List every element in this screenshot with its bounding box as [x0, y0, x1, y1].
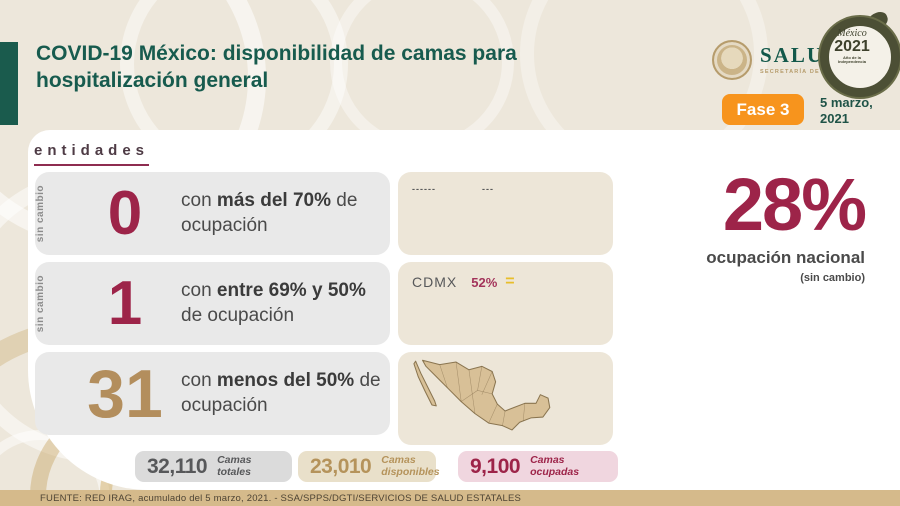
entity-occupancy-percent: 52%: [471, 274, 498, 290]
mexico-subtitle: Año de la Independencia: [837, 54, 866, 65]
available-beds-label: Camas disponibles: [381, 453, 440, 478]
description-bold: menos del 50%: [216, 369, 355, 391]
card-description: con más del 70% de ocupación: [181, 189, 386, 238]
national-occupancy-change: (sin cambio): [800, 272, 865, 284]
no-change-icon: =: [505, 273, 515, 290]
card-description: con menos del 50% de ocupación: [181, 369, 386, 418]
salud-logo-text: SALUD: [760, 43, 842, 67]
salud-logo-subtitle: SECRETARÍA DE SALUD: [760, 69, 848, 75]
description-post: de ocupación: [181, 369, 381, 416]
report-date-line1: 5 marzo,: [820, 95, 873, 110]
mexico-year: 2021: [834, 38, 870, 55]
detail-panel-cdmx: CDMX 52% =: [398, 262, 613, 345]
salud-wordmark: SALUD SECRETARÍA DE SALUD: [760, 43, 848, 76]
source-text: FUENTE: RED IRAG, acumulado del 5 marzo,…: [40, 492, 522, 504]
description-pre: con: [181, 189, 217, 211]
mexico-script: México: [837, 28, 867, 39]
national-occupancy: 28% ocupación nacional (sin cambio): [700, 163, 867, 285]
description-bold: entre 69% y 50%: [216, 279, 366, 301]
placeholder-dashes: ---: [481, 184, 494, 194]
change-indicator: sin cambio: [35, 274, 46, 333]
entity-count: 1: [107, 268, 143, 338]
report-date-line2: 2021: [820, 110, 849, 126]
description-post: de ocupación: [181, 189, 358, 236]
description-pre: con: [181, 369, 217, 391]
entity-count: 31: [87, 355, 163, 432]
card-description: con entre 69% y 50% de ocupación: [181, 279, 386, 328]
section-label-entidades: entidades: [34, 142, 150, 166]
stat-card-over-70: sin cambio 0 con más del 70% de ocupació…: [35, 172, 390, 255]
cdmx-entry: CDMX 52% =: [412, 273, 515, 291]
total-beds-pill: 32,110 Camas totales: [135, 451, 292, 482]
change-indicator: sin cambio: [35, 184, 46, 243]
detail-panel-empty: ------ ---: [398, 172, 613, 255]
description-bold: más del 70%: [216, 189, 331, 211]
placeholder-dashes: ------: [412, 184, 436, 194]
title-accent-bar: [0, 42, 18, 125]
description-pre: con: [181, 279, 217, 301]
national-occupancy-label: ocupación nacional: [706, 248, 865, 267]
occupied-beds-pill: 9,100 Camas ocupadas: [458, 451, 618, 482]
salud-seal-icon: [712, 40, 752, 80]
total-beds-label: Camas totales: [217, 453, 252, 478]
national-occupancy-value: 28%: [722, 163, 867, 246]
mexico-2021-text: México 2021 Año de la Independencia: [829, 29, 875, 65]
stat-card-69-50: sin cambio 1 con entre 69% y 50% de ocup…: [35, 262, 390, 345]
serpent-ring-icon: [820, 17, 900, 97]
mexico-2021-logo: México 2021 Año de la Independencia: [818, 9, 900, 97]
available-beds-pill: 23,010 Camas disponibles: [298, 451, 440, 482]
page-title: COVID-19 México: disponibilidad de camas…: [36, 42, 517, 93]
mexico-map-svg: [413, 359, 551, 431]
stat-card-under-50: 31 con menos del 50% de ocupación: [35, 352, 390, 435]
occupied-beds-label: Camas ocupadas: [530, 453, 580, 478]
phase-badge: Fase 3: [722, 94, 804, 125]
description-post: de ocupación: [181, 304, 295, 326]
empty-placeholder: ------ ---: [412, 184, 494, 194]
mexico-map: [404, 356, 564, 447]
entity-name: CDMX: [412, 274, 458, 290]
footer-bar: FUENTE: RED IRAG, acumulado del 5 marzo,…: [0, 490, 900, 506]
total-beds-value: 32,110: [147, 454, 208, 478]
available-beds-value: 23,010: [310, 454, 372, 478]
entity-count: 0: [107, 178, 143, 248]
report-date: 5 marzo, 2021: [820, 95, 873, 126]
salud-logo: SALUD SECRETARÍA DE SALUD: [712, 40, 848, 80]
occupied-beds-value: 9,100: [470, 454, 521, 478]
detail-panel-map: [398, 352, 613, 445]
